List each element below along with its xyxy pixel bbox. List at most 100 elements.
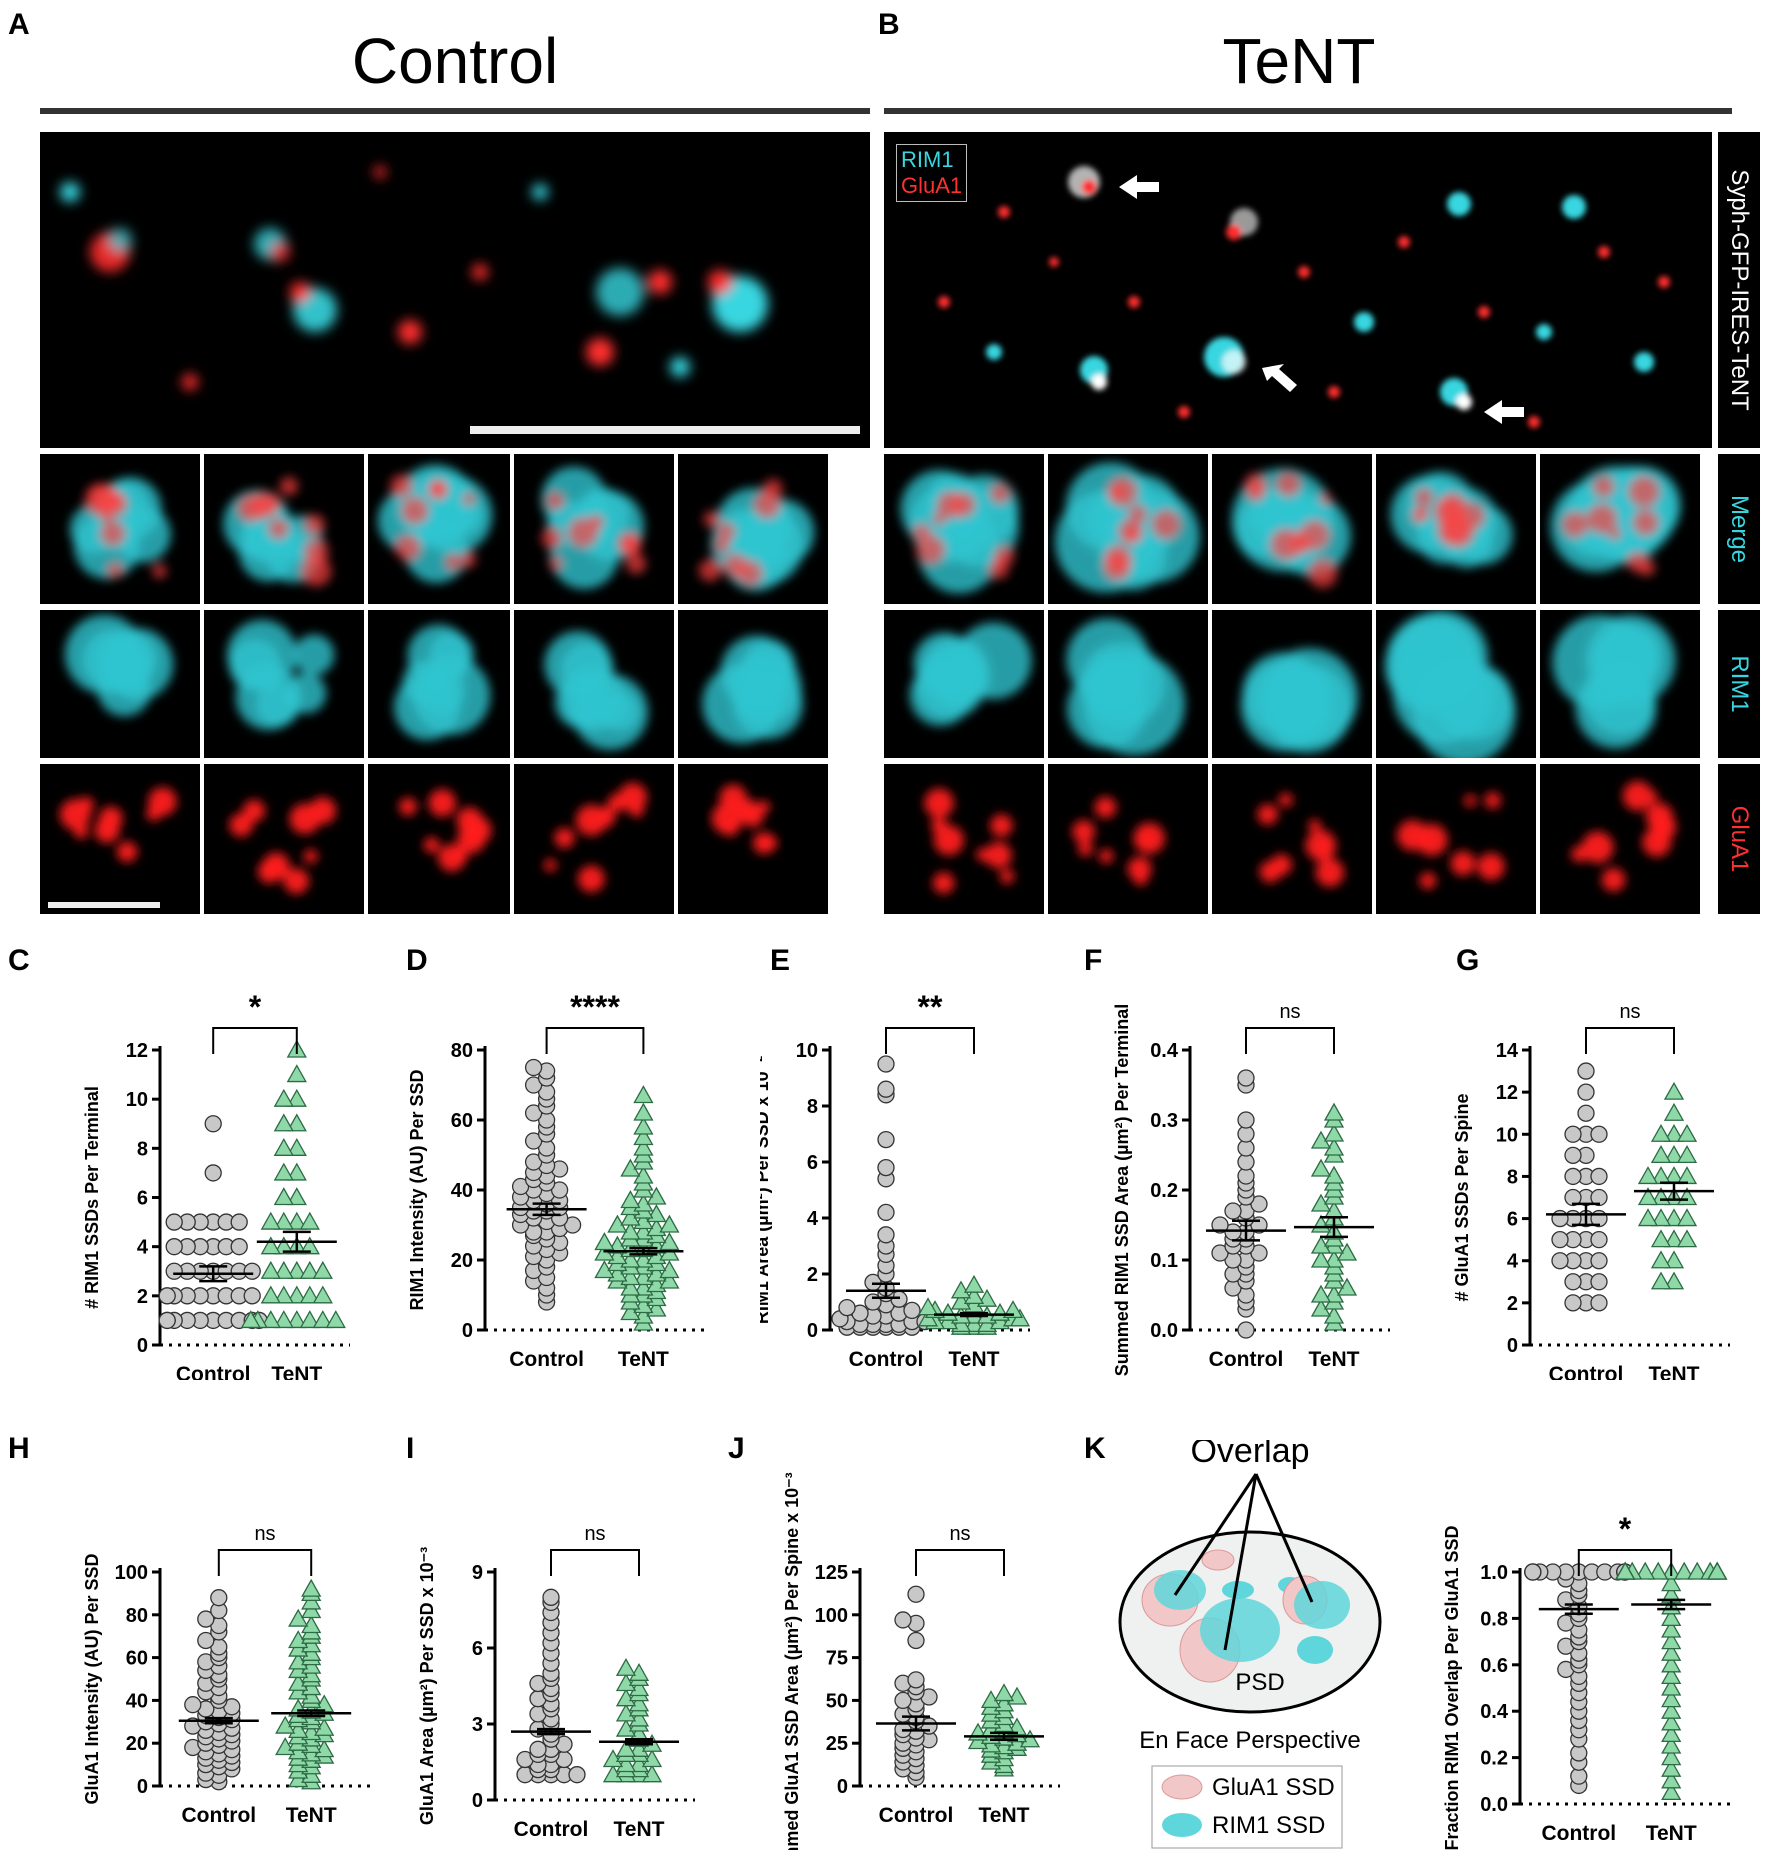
- control-point: [158, 1311, 176, 1330]
- tent-glua1-tile: [1376, 764, 1536, 914]
- control-point: [1237, 1111, 1255, 1129]
- tile-image: [1054, 462, 1200, 593]
- tent-micrograph: RIM1 GluA1: [884, 132, 1712, 448]
- psd-label: PSD: [1235, 1669, 1284, 1696]
- control-glua1-tile: [514, 764, 674, 914]
- category-label: TeNT: [1309, 1348, 1360, 1371]
- tent-title-rule: [884, 108, 1732, 114]
- y-tick-label: 2: [807, 1264, 818, 1286]
- y-axis-label: RIM1 Intensity (AU) Per SSD: [407, 1069, 427, 1310]
- control-point: [1564, 1188, 1582, 1207]
- significance-label: ns: [1279, 1001, 1300, 1023]
- side-label-construct: Syph-GFP-IRES-TeNT: [1718, 132, 1760, 448]
- tent-point: [1687, 1561, 1708, 1580]
- tile-image: [541, 466, 647, 590]
- tent-point: [273, 1187, 294, 1206]
- tent-point: [628, 1708, 650, 1727]
- tent-point: [628, 1693, 650, 1712]
- control-merge-tile: [40, 454, 200, 604]
- control-point: [1564, 1273, 1582, 1291]
- control-glua1-tile: [204, 764, 364, 914]
- tile-image: [1550, 466, 1681, 577]
- rim1-ssd-shape: [1200, 1598, 1280, 1662]
- tent-glua1-tile: [1212, 764, 1372, 914]
- tent-point: [628, 1739, 650, 1757]
- tile-image: [698, 478, 815, 592]
- chart-h: 0 20 40 60 80 100 GluA1 Intensity (AU) Per SSD…: [82, 1523, 370, 1827]
- tent-point: [273, 1211, 294, 1230]
- tent-point: [273, 1113, 294, 1132]
- chart-c: 0 2 4 6 8 10 12 # RIM1 SSDs Per Terminal Control…: [82, 989, 350, 1380]
- tent-point: [1661, 1573, 1682, 1592]
- control-point: [1564, 1146, 1582, 1165]
- panel-letter-c: C: [8, 944, 30, 977]
- tile-image: [227, 619, 335, 731]
- y-tick-label: 0.2: [1150, 1180, 1178, 1202]
- tent-point: [615, 1673, 637, 1692]
- tile-image: [900, 470, 1019, 594]
- overlap-label: Overlap: [1190, 1440, 1309, 1470]
- tent-point: [286, 1113, 307, 1132]
- tent-point: [602, 1749, 624, 1768]
- tent-point: [1661, 1724, 1682, 1743]
- tent-point: [312, 1285, 333, 1304]
- tent-point: [1323, 1102, 1345, 1121]
- tent-point: [1310, 1284, 1332, 1303]
- tent-rim1-tile: [1540, 610, 1700, 758]
- control-point: [524, 1058, 543, 1077]
- category-label: TeNT: [614, 1818, 665, 1841]
- tile-image: [544, 782, 648, 893]
- tent-point: [1661, 1700, 1682, 1719]
- tile-image: [711, 784, 778, 854]
- tent-point: [260, 1236, 281, 1255]
- tile-image: [702, 635, 803, 744]
- panel-letter-k: K: [1084, 1432, 1106, 1465]
- control-point: [1590, 1252, 1608, 1270]
- tent-point: [1637, 1166, 1659, 1185]
- significance-bracket: [885, 1027, 975, 1054]
- tent-point: [1661, 1666, 1682, 1685]
- tent-point: [1663, 1081, 1685, 1100]
- category-label: TeNT: [286, 1804, 337, 1827]
- side-label-rim1: RIM1: [1718, 610, 1760, 758]
- tent-point: [1663, 1208, 1685, 1227]
- control-point: [907, 1671, 925, 1689]
- y-tick-label: 20: [451, 1250, 473, 1272]
- y-tick-label: 12: [126, 1040, 148, 1062]
- control-point: [1590, 1125, 1608, 1143]
- control-point: [230, 1213, 248, 1231]
- tent-merge-tile: [1376, 454, 1536, 604]
- tile-image: [229, 797, 337, 894]
- tent-point: [1661, 1677, 1682, 1696]
- tent-point: [1676, 1229, 1698, 1248]
- y-tick-label: 0.8: [1480, 1608, 1508, 1630]
- y-tick-label: 60: [126, 1648, 148, 1670]
- panel-letter-f: F: [1084, 944, 1103, 977]
- category-label: Control: [176, 1363, 251, 1380]
- significance-bracket: [1245, 1027, 1335, 1054]
- y-tick-label: 4: [1507, 1251, 1519, 1273]
- tent-point: [1676, 1166, 1698, 1185]
- control-point: [542, 1588, 560, 1606]
- y-tick-label: 8: [1507, 1166, 1518, 1188]
- tent-point: [325, 1310, 346, 1329]
- y-tick-label: 0: [837, 1776, 848, 1798]
- panel-letter-e: E: [770, 944, 791, 977]
- control-point: [204, 1164, 222, 1182]
- category-label: TeNT: [1649, 1363, 1700, 1380]
- control-rim1-tile: [40, 610, 200, 758]
- y-axis-label: Summed GluA1 SSD Area (µm²) Per Spine x …: [782, 1472, 802, 1850]
- tent-point: [917, 1297, 939, 1316]
- control-point: [838, 1298, 856, 1317]
- y-tick-label: 0.3: [1150, 1110, 1178, 1132]
- significance-bracket: [217, 1549, 313, 1576]
- y-tick-label: 125: [815, 1562, 848, 1584]
- y-tick-label: 1.0: [1480, 1562, 1508, 1584]
- category-label: Control: [1209, 1348, 1284, 1371]
- y-tick-label: 60: [451, 1110, 473, 1132]
- control-point: [903, 1301, 921, 1320]
- arrow-icon: [1484, 400, 1524, 424]
- tile-image: [544, 631, 649, 750]
- y-tick-label: 6: [472, 1638, 483, 1660]
- tent-point: [286, 1285, 307, 1304]
